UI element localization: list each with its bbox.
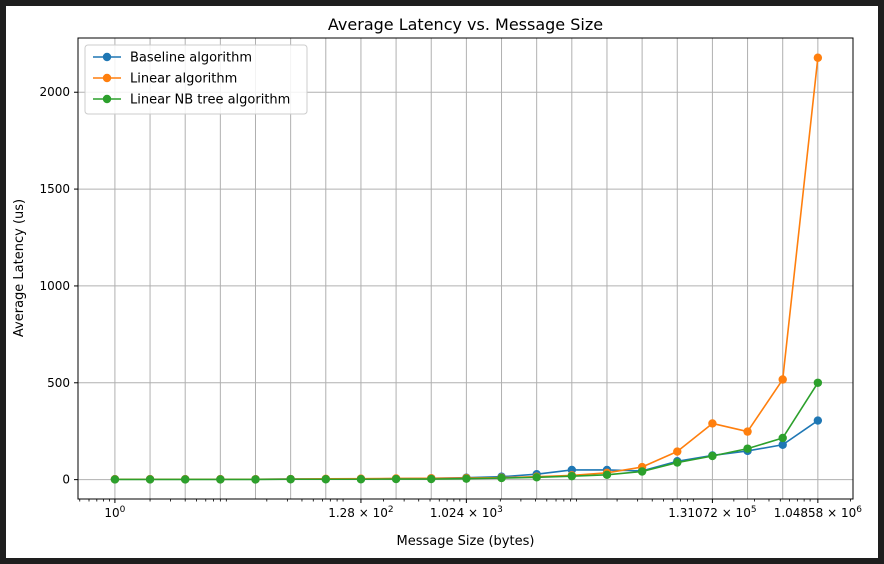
chart-frame: 0 500 1000 1500 2000 100 1.28 × 102 1.024 × 103… xyxy=(6,6,878,558)
y-tick-label: 0 xyxy=(62,473,70,487)
data-point xyxy=(427,474,436,484)
data-point xyxy=(321,475,330,484)
data-point xyxy=(497,473,506,483)
data-point xyxy=(145,475,155,484)
x-tick-label: 100 xyxy=(104,505,125,520)
data-point xyxy=(356,475,366,484)
x-axis-label: Message Size (bytes) xyxy=(397,534,535,549)
data-point xyxy=(673,447,682,456)
y-tick-label: 1500 xyxy=(39,182,70,196)
y-tick-label: 500 xyxy=(47,376,70,390)
data-point xyxy=(673,458,682,467)
x-tick-label: 1.28 × 102 xyxy=(328,505,393,520)
legend-label: Linear algorithm xyxy=(130,72,237,87)
y-tick-label: 2000 xyxy=(39,85,70,99)
data-point xyxy=(462,474,471,483)
x-tick-label: 1.04858 × 106 xyxy=(774,505,863,520)
data-point xyxy=(602,470,612,479)
y-axis-label: Average Latency (us) xyxy=(12,199,27,337)
x-tick-label: 1.024 × 103 xyxy=(430,505,503,520)
data-point xyxy=(778,375,787,384)
data-point xyxy=(813,378,823,387)
data-point xyxy=(216,475,225,484)
data-point xyxy=(110,475,120,484)
plot-area-border xyxy=(77,37,854,500)
data-point xyxy=(778,433,787,443)
data-point xyxy=(251,475,260,484)
legend: Baseline algorithm Linear algorithm Linear… xyxy=(84,44,308,115)
axes: 0 500 1000 1500 2000 100 1.28 × 102 1.024 × 103… xyxy=(39,85,862,520)
data-point xyxy=(743,427,752,436)
data-point xyxy=(743,444,752,453)
legend-box xyxy=(84,44,308,115)
data-point xyxy=(391,474,401,484)
data-point xyxy=(180,475,190,484)
data-point xyxy=(286,475,295,484)
data-point xyxy=(778,440,787,449)
data-point xyxy=(708,419,717,428)
data-point xyxy=(813,53,823,62)
chart-title: Average Latency vs. Message Size xyxy=(328,15,603,34)
data-point xyxy=(532,473,541,482)
series-layer xyxy=(110,53,823,484)
legend-swatch-marker xyxy=(102,52,112,62)
legend-swatch-marker xyxy=(102,94,112,104)
data-point xyxy=(708,451,717,461)
x-tick-label: 1.31072 × 105 xyxy=(668,505,756,520)
data-point xyxy=(637,467,647,476)
legend-label: Linear NB tree algorithm xyxy=(130,93,290,108)
data-point xyxy=(567,471,577,481)
line-chart: 0 500 1000 1500 2000 100 1.28 × 102 1.024 × 103… xyxy=(6,6,878,558)
legend-swatch-marker xyxy=(102,73,112,83)
data-point xyxy=(813,416,823,425)
legend-label: Baseline algorithm xyxy=(130,51,252,66)
y-tick-label: 1000 xyxy=(39,279,70,293)
